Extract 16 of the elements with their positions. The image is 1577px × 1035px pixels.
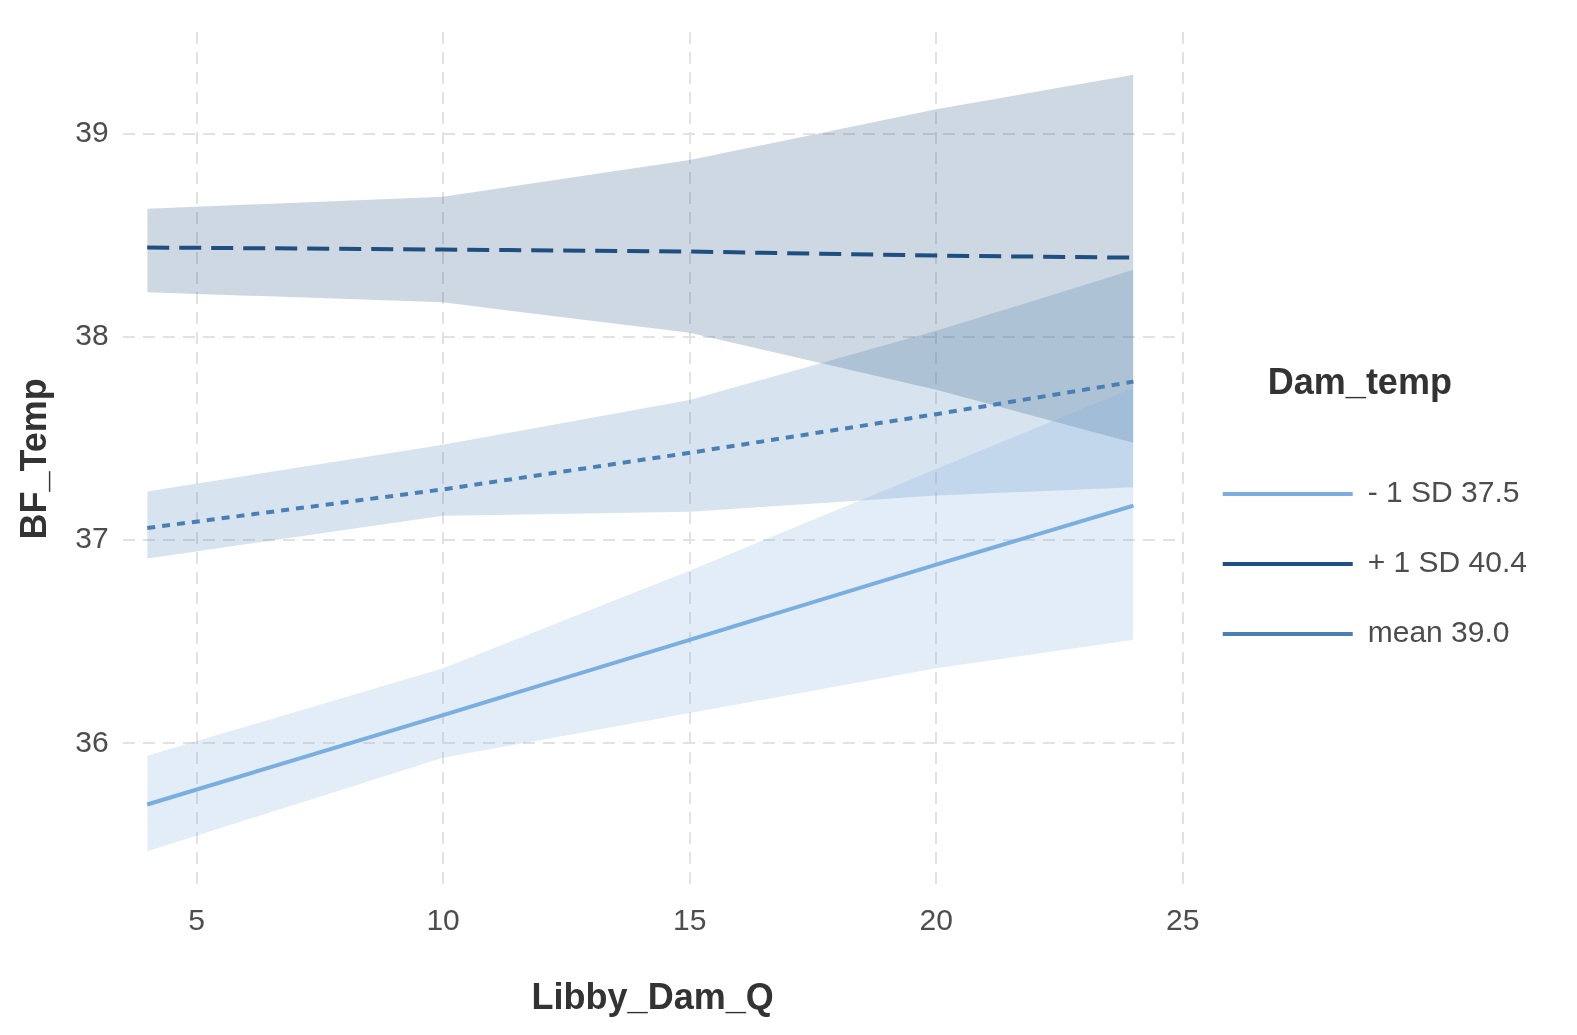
y-axis-title: BF_Temp (12, 378, 54, 540)
y-tick-label: 38 (75, 318, 109, 352)
legend-label: + 1 SD 40.4 (1367, 545, 1528, 579)
legend-label: mean 39.0 (1367, 615, 1510, 649)
y-tick-label: 37 (75, 521, 109, 555)
line-series (145, 379, 1136, 531)
x-tick-label: 15 (672, 903, 707, 937)
x-tick-label: 10 (426, 903, 460, 937)
legend-title: Dam_temp (1267, 360, 1452, 402)
legend-label: - 1 SD 37.5 (1367, 475, 1520, 509)
y-tick-label: 36 (75, 724, 109, 758)
y-tick-label: 39 (75, 114, 109, 148)
x-axis-title: Libby_Dam_Q (531, 976, 774, 1018)
x-tick-label: 5 (188, 903, 205, 937)
x-tick-label: 20 (919, 903, 953, 937)
x-tick-label: 25 (1166, 903, 1200, 937)
